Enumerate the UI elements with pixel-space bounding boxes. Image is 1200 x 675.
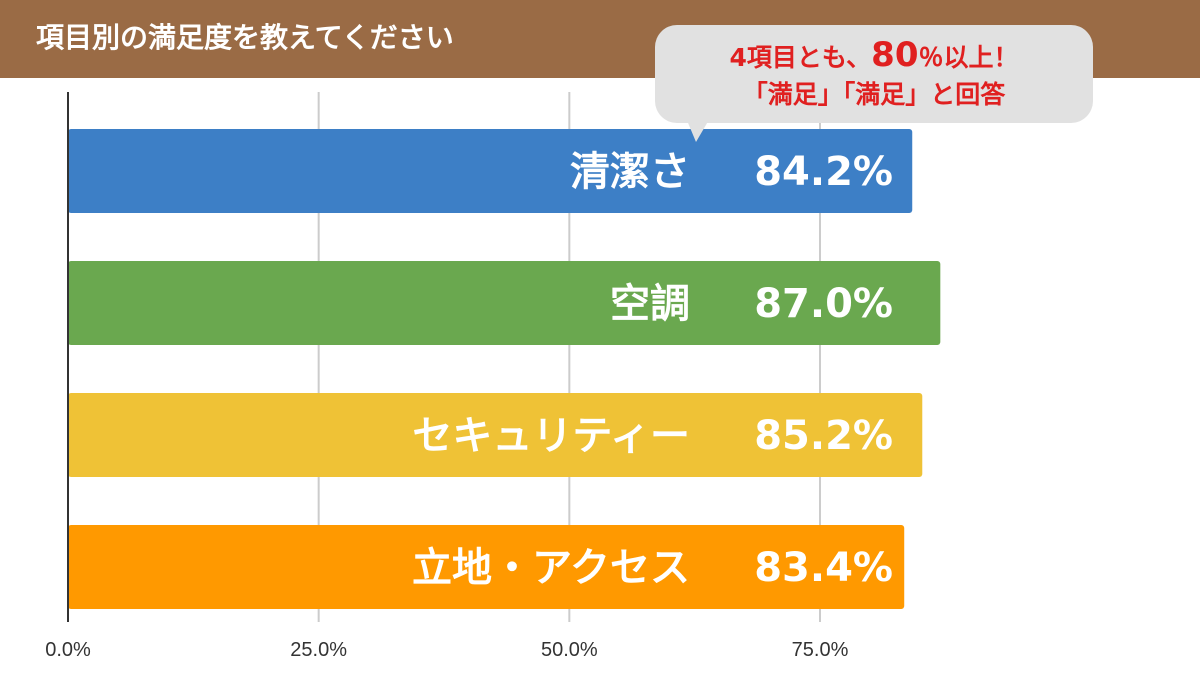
callout-tail — [686, 118, 710, 142]
bars: 清潔さ 84.2% 空調 87.0% セキュリティー 85.2% 立地・アクセス 83.4% — [68, 129, 941, 609]
callout-suffix: ％以上！ — [918, 43, 1019, 72]
x-tick-label-0: 0.0% — [45, 639, 91, 661]
bar-1 — [68, 129, 913, 213]
x-axis-ticks: 0.0% 25.0% 50.0% 75.0% — [45, 639, 848, 661]
callout-line1: 4項目とも、80％以上！ — [655, 37, 1093, 76]
bar-value-label-2: 87.0% — [754, 281, 893, 327]
callout-line2: 「満足」「満足」と回答 — [742, 80, 1006, 109]
callout-bubble: 4項目とも、80％以上！ 「満足」「満足」と回答 — [655, 25, 1093, 123]
bar-category-label-2: 空調 — [610, 281, 690, 327]
callout-highlight-number: 80 — [871, 35, 919, 75]
bar-4 — [68, 525, 905, 609]
callout-prefix: 4項目とも、 — [729, 43, 872, 72]
bar-category-label-3: セキュリティー — [412, 413, 690, 459]
bar-3 — [68, 393, 923, 477]
bar-category-label-4: 立地・アクセス — [412, 545, 690, 591]
bar-value-label-3: 85.2% — [754, 413, 893, 459]
page-title: 項目別の満足度を教えてください — [36, 21, 454, 54]
bar-value-label-1: 84.2% — [754, 149, 893, 195]
bar-category-label-1: 清潔さ — [570, 149, 690, 195]
x-tick-label-1: 25.0% — [290, 639, 347, 661]
bar-value-label-4: 83.4% — [754, 545, 893, 591]
x-tick-label-3: 75.0% — [792, 639, 849, 661]
bar-2 — [68, 261, 941, 345]
x-tick-label-2: 50.0% — [541, 639, 598, 661]
